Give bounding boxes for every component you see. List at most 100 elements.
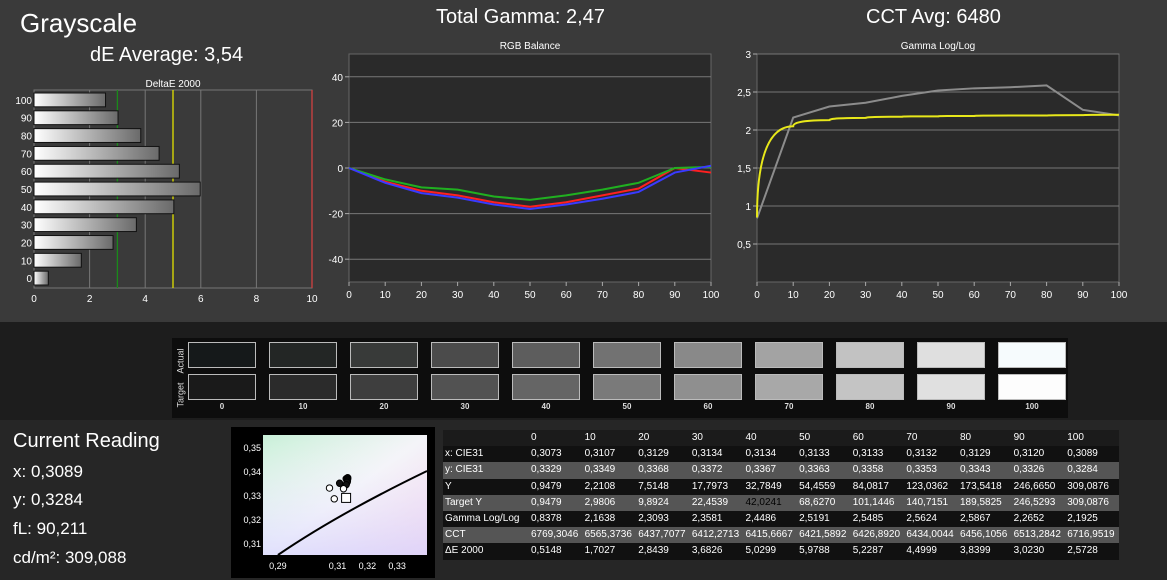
delta-bar [33, 163, 180, 179]
table-cell: 309,0876 [1065, 478, 1119, 495]
rgb-series-line [348, 165, 712, 201]
current-reading-title: Current Reading [13, 430, 160, 452]
x-tick-label: 10 [788, 290, 800, 301]
actual-swatch [593, 342, 661, 368]
y-tick-label: 0,31 [243, 539, 261, 549]
x-tick-label: 50 [524, 290, 536, 301]
table-cell: 0,3367 [743, 462, 798, 479]
reading-fl: fL: 90,211 [13, 519, 88, 538]
table-cell: 101,1446 [850, 494, 905, 511]
x-tick-label: 40 [896, 290, 908, 301]
table-cell: 0,3363 [797, 462, 851, 479]
table-row: ΔE 2000 0,5148 1,7027 2,8439 3,6826 5,0299 5,9… [443, 543, 1119, 560]
table-cell: 42,0241 [743, 494, 798, 511]
table-cell: 6769,3046 [529, 527, 583, 544]
table-cell: 2,9806 [582, 494, 637, 511]
readings-table: 0 10 20 30 40 50 60 70 80 90 100 x: CIE31 0,3073 0,31… [443, 430, 1119, 560]
swatch-label: 10 [298, 402, 308, 411]
row-label: y: CIE31 [443, 462, 529, 479]
target-swatch [431, 374, 499, 400]
swatch-label: 0 [219, 402, 225, 411]
target-swatch [998, 374, 1066, 400]
table-cell: 6415,6667 [743, 527, 798, 544]
y-tick-label: 100 [15, 96, 32, 107]
table-cell: 0,3089 [1065, 446, 1119, 463]
table-row: Target Y 0,9479 2,9806 9,8924 22,4539 42,0241… [443, 494, 1119, 511]
swatch-label: 90 [946, 402, 956, 411]
row-label: Y [443, 478, 529, 495]
table-cell: 2,2652 [1011, 510, 1066, 528]
x-tick-label: 0,31 [329, 561, 347, 571]
table-cell: 0,3129 [958, 446, 1012, 463]
target-point [341, 492, 352, 503]
table-cell: 0,3134 [689, 446, 744, 463]
actual-swatch [917, 342, 985, 368]
row-label: CCT [443, 527, 529, 544]
x-tick-label: 90 [669, 290, 681, 301]
table-cell: 17,7973 [689, 478, 744, 495]
table-cell: 6437,7077 [636, 527, 690, 544]
delta-bar [33, 199, 175, 215]
table-cell: 0,3326 [1011, 462, 1066, 479]
x-tick-label: 10 [380, 290, 392, 301]
table-row: CCT 6769,3046 6565,3736 6437,7077 6412,2713 6… [443, 527, 1119, 544]
y-tick-label: 40 [332, 73, 344, 84]
x-tick-label: 0 [346, 290, 352, 301]
target-swatch [674, 374, 742, 400]
row-label: Target Y [443, 494, 529, 511]
x-tick-label: 80 [633, 290, 645, 301]
table-cell: 2,5867 [958, 510, 1012, 528]
table-row: Gamma Log/Log 0,8378 2,1638 2,3093 2,3581 2,4… [443, 510, 1119, 528]
header-cell [443, 430, 529, 447]
table-cell: 6426,8920 [850, 527, 905, 544]
chart-title: RGB Balance [500, 41, 561, 52]
table-row: Y 0,9479 2,2108 7,5148 17,7973 32,7849 54,4559… [443, 478, 1119, 495]
table-cell: 0,3284 [1065, 462, 1119, 479]
swatch-label: 70 [784, 402, 794, 411]
x-tick-label: 70 [597, 290, 609, 301]
table-cell: 2,3581 [689, 510, 744, 528]
y-tick-label: 3 [745, 50, 751, 61]
table-row: x: CIE31 0,3073 0,3107 0,3129 0,3134 0,3134 0,… [443, 446, 1119, 463]
table-cell: 54,4559 [797, 478, 851, 495]
swatch-label: 50 [622, 402, 632, 411]
table-row: y: CIE31 0,3329 0,3349 0,3368 0,3372 0,3367 0,… [443, 462, 1119, 479]
table-cell: 32,7849 [743, 478, 798, 495]
table-cell: 3,8399 [958, 543, 1012, 560]
table-cell: 0,3329 [529, 462, 583, 479]
rgb-series-line [348, 164, 712, 211]
x-tick-label: 0,29 [269, 561, 287, 571]
delta-bar [33, 92, 107, 108]
header-cell: 90 [1011, 430, 1066, 447]
table-cell: 0,3107 [582, 446, 637, 463]
table-cell: 3,0230 [1011, 543, 1066, 560]
reading-cdm2: cd/m²: 309,088 [13, 548, 127, 567]
y-tick-label: 0,35 [243, 443, 261, 453]
table-cell: 9,8924 [636, 494, 690, 511]
y-tick-label: 0,33 [243, 491, 261, 501]
de-average-label: dE Average: 3,54 [90, 44, 244, 66]
target-swatch [269, 374, 337, 400]
y-tick-label: 2,5 [737, 88, 751, 99]
table-cell: 0,3349 [582, 462, 637, 479]
table-cell: 0,3353 [904, 462, 958, 479]
measurement-point [339, 485, 348, 493]
x-tick-label: 90 [1077, 290, 1089, 301]
x-tick-label: 80 [1041, 290, 1053, 301]
y-tick-label: 20 [332, 118, 344, 129]
y-tick-label: 0,32 [243, 515, 261, 525]
cct-avg-label: CCT Avg: 6480 [866, 6, 1001, 28]
actual-swatch [512, 342, 580, 368]
x-tick-label: 50 [932, 290, 944, 301]
target-swatch [350, 374, 418, 400]
x-tick-label: 60 [561, 290, 573, 301]
table-cell: 6565,3736 [582, 527, 637, 544]
delta-bar [33, 110, 119, 126]
actual-swatch [350, 342, 418, 368]
header-cell: 70 [904, 430, 958, 447]
table-cell: 0,3133 [797, 446, 851, 463]
y-tick-label: 20 [21, 238, 33, 249]
table-cell: 6412,2713 [689, 527, 744, 544]
table-cell: 5,2287 [850, 543, 905, 560]
header-cell: 100 [1065, 430, 1119, 447]
